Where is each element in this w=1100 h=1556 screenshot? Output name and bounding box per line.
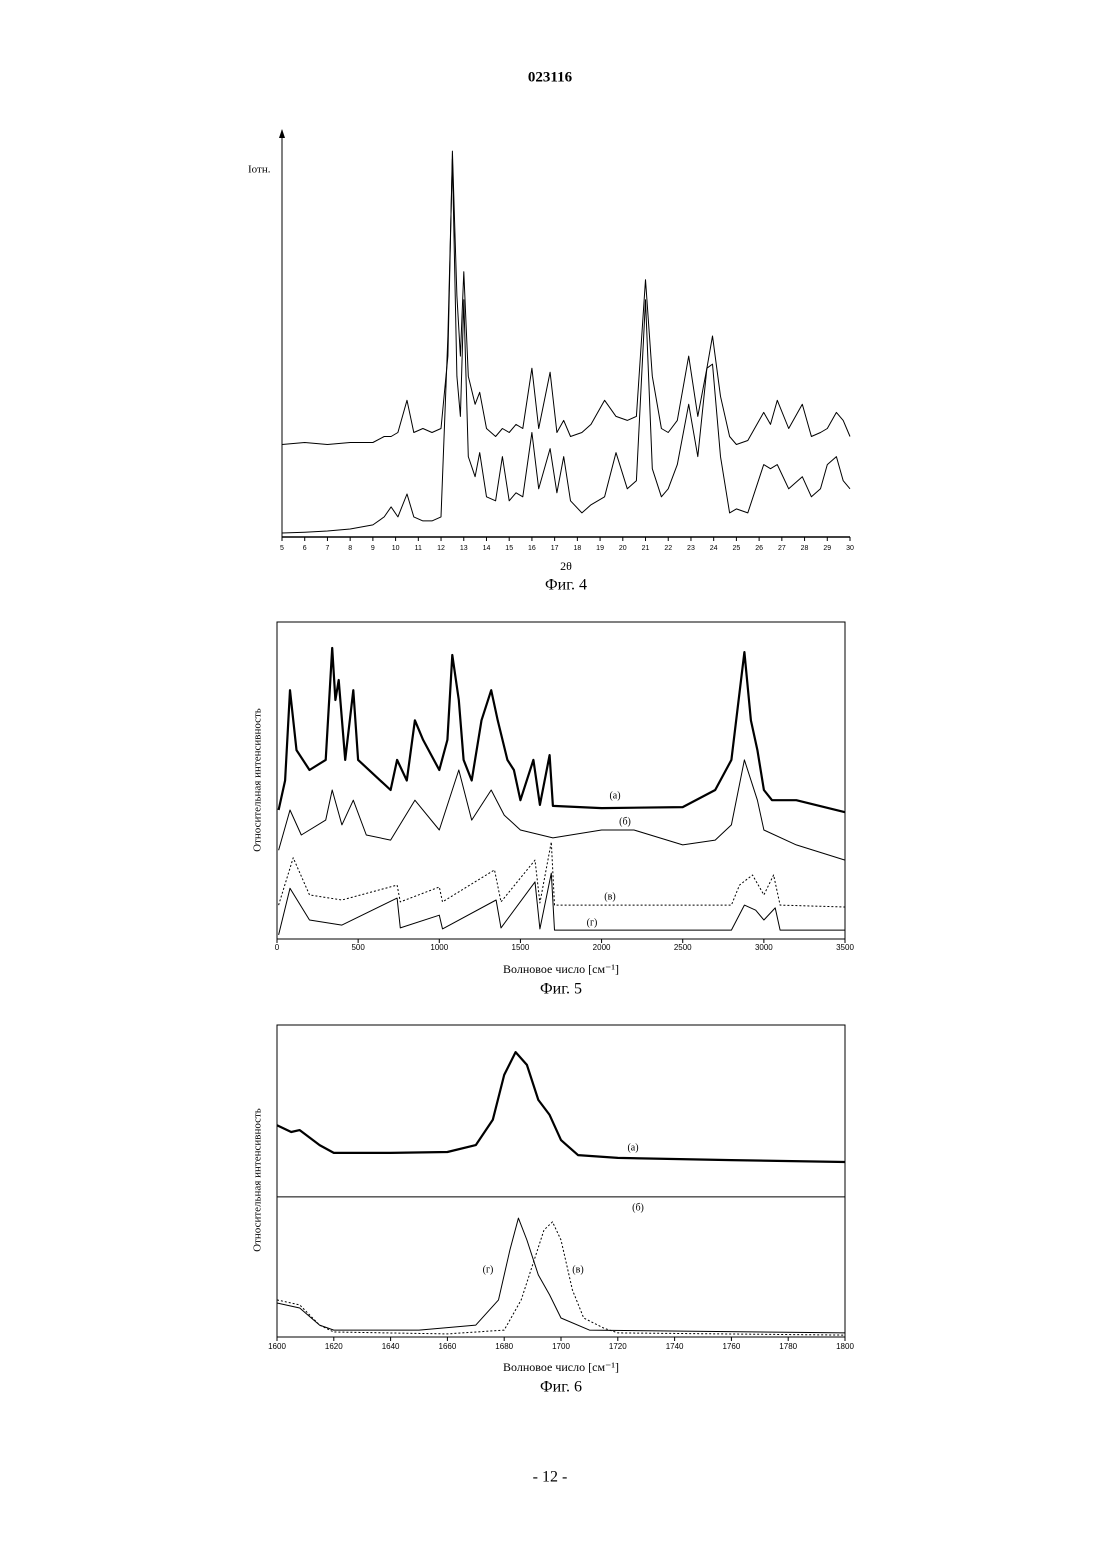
x-tick-label: 25 bbox=[733, 545, 741, 552]
page-number: - 12 - bbox=[533, 1469, 568, 1486]
x-tick-label: 7 bbox=[325, 545, 329, 552]
x-tick-label: 1620 bbox=[325, 1342, 343, 1351]
x-tick-label: 6 bbox=[303, 545, 307, 552]
x-tick-label: 0 bbox=[275, 943, 280, 952]
x-tick-label: 14 bbox=[483, 545, 491, 552]
x-tick-label: 10 bbox=[392, 545, 400, 552]
x-tick-label: 8 bbox=[348, 545, 352, 552]
document-page: 023116 - 12 - 5 6 7 8 9 10 11 12 13 14 15 16 17 18 19 2… bbox=[0, 0, 1100, 1556]
x-tick-label: 1600 bbox=[268, 1342, 286, 1351]
series-label: (а) bbox=[609, 790, 620, 801]
figure-caption: Фиг. 6 bbox=[540, 1379, 582, 1396]
x-tick-label: 1700 bbox=[552, 1342, 570, 1351]
page: {"header": {"number": "023116"}, "chart_… bbox=[0, 0, 1100, 1556]
x-tick-label: 18 bbox=[573, 545, 581, 552]
x-tick-label: 19 bbox=[596, 545, 604, 552]
y-axis-arrow bbox=[279, 129, 285, 138]
x-tick-label: 24 bbox=[710, 545, 718, 552]
spectrum-line bbox=[277, 1052, 845, 1162]
series-label: (б) bbox=[632, 1202, 644, 1213]
x-axis-label: Волновое число [см⁻¹] bbox=[503, 962, 619, 976]
spectrum-line bbox=[279, 873, 845, 935]
x-tick-label: 1680 bbox=[495, 1342, 513, 1351]
x-tick-label: 1000 bbox=[430, 943, 448, 952]
patent-number: 023116 bbox=[528, 69, 573, 85]
x-tick-label: 27 bbox=[778, 545, 786, 552]
x-tick-label: 1720 bbox=[609, 1342, 627, 1351]
plot-frame bbox=[277, 622, 845, 939]
spectrum-line bbox=[279, 842, 845, 907]
x-tick-label: 23 bbox=[687, 545, 695, 552]
x-tick-label: 30 bbox=[846, 545, 854, 552]
x-tick-label: 29 bbox=[823, 545, 831, 552]
x-tick-label: 5 bbox=[280, 545, 284, 552]
x-tick-label: 1660 bbox=[439, 1342, 457, 1351]
spectrum-line bbox=[279, 760, 845, 860]
y-axis-label: Iотн. bbox=[248, 164, 271, 176]
y-axis-label: Относительная интенсивность bbox=[252, 708, 264, 852]
x-tick-label: 16 bbox=[528, 545, 536, 552]
x-tick-label: 3000 bbox=[755, 943, 773, 952]
x-tick-label: 20 bbox=[619, 545, 627, 552]
x-axis-label: 2θ bbox=[560, 559, 572, 573]
x-tick-label: 2000 bbox=[593, 943, 611, 952]
plot-frame bbox=[277, 1025, 845, 1337]
figure-caption: Фиг. 4 bbox=[545, 577, 587, 594]
x-tick-label: 22 bbox=[664, 545, 672, 552]
x-tick-label: 1640 bbox=[382, 1342, 400, 1351]
x-tick-label: 2500 bbox=[674, 943, 692, 952]
x-tick-label: 1760 bbox=[723, 1342, 741, 1351]
x-tick-label: 11 bbox=[415, 545, 422, 552]
figure-caption: Фиг. 5 bbox=[540, 981, 582, 998]
x-tick-label: 21 bbox=[642, 545, 650, 552]
x-tick-label: 1800 bbox=[836, 1342, 854, 1351]
x-tick-label: 26 bbox=[755, 545, 763, 552]
series-label: (г) bbox=[587, 917, 598, 928]
series-label: (в) bbox=[572, 1264, 583, 1275]
x-tick-label: 12 bbox=[437, 545, 445, 552]
series-label: (в) bbox=[604, 891, 615, 902]
series-label: (г) bbox=[483, 1264, 494, 1275]
y-axis-label: Относительная интенсивность bbox=[252, 1108, 264, 1252]
x-tick-label: 13 bbox=[460, 545, 468, 552]
series-label: (б) bbox=[619, 816, 631, 827]
x-tick-label: 17 bbox=[551, 545, 559, 552]
x-tick-label: 9 bbox=[371, 545, 375, 552]
x-tick-label: 15 bbox=[505, 545, 513, 552]
series-label: (а) bbox=[627, 1142, 638, 1153]
x-tick-label: 1780 bbox=[779, 1342, 797, 1351]
spectrum-line bbox=[282, 159, 850, 533]
spectrum-line bbox=[277, 1218, 845, 1333]
x-tick-label: 500 bbox=[351, 943, 365, 952]
x-tick-label: 1500 bbox=[512, 943, 530, 952]
x-axis-label: Волновое число [см⁻¹] bbox=[503, 1360, 619, 1374]
x-tick-label: 3500 bbox=[836, 943, 854, 952]
x-tick-label: 28 bbox=[801, 545, 809, 552]
x-tick-label: 1740 bbox=[666, 1342, 684, 1351]
spectrum-line bbox=[282, 151, 850, 444]
spectrum-line bbox=[279, 648, 845, 812]
